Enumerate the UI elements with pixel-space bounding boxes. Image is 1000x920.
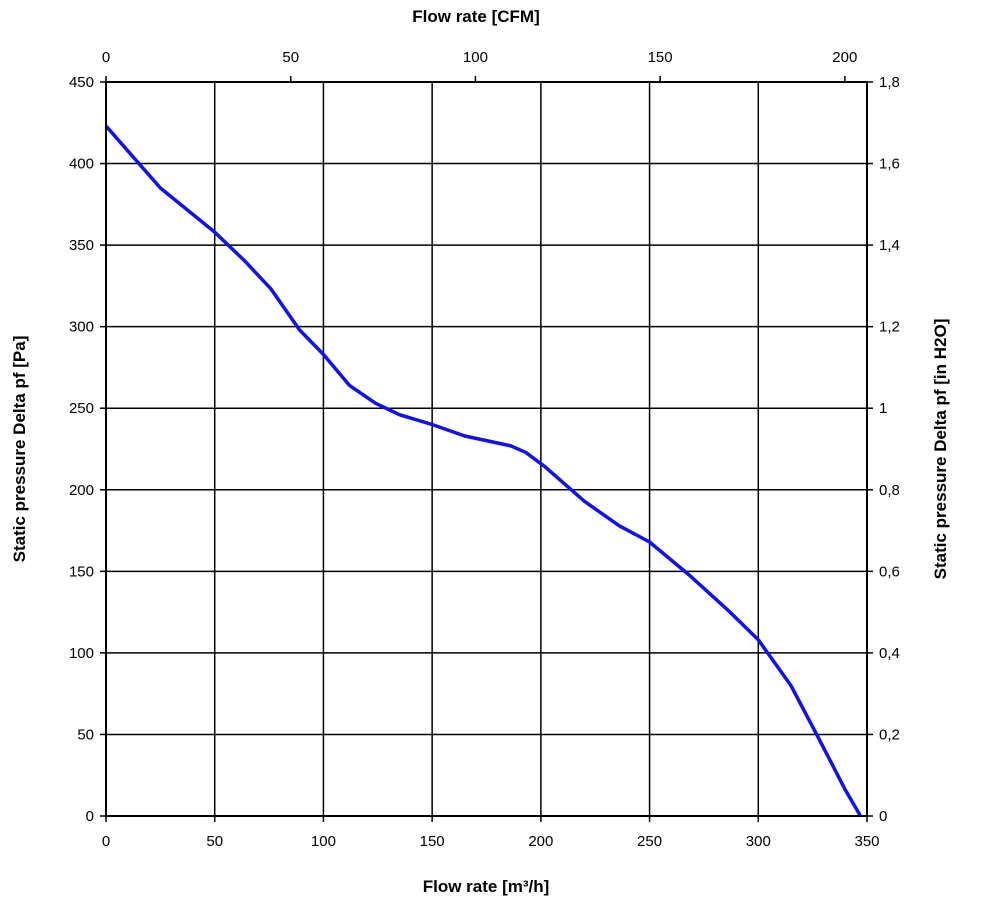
y2-tick-label: 0,6 [879,563,900,580]
y2-tick-label: 1,2 [879,319,900,336]
y-tick-label: 50 [77,726,94,743]
x-tick-label: 350 [854,833,879,850]
y-tick-label: 100 [69,645,94,662]
x-tick-label: 50 [206,833,223,850]
y-tick-label: 200 [69,482,94,499]
x2-tick-label: 200 [832,49,857,66]
y-tick-label: 350 [69,237,94,254]
y-tick-label: 250 [69,400,94,417]
ticks: 0 50 100 150 200 250 300 3500501001502002503003… [69,49,900,850]
x-tick-label: 150 [420,833,445,850]
y-axis-label: Static pressure Delta pf [Pa] [10,336,29,563]
x2-tick-label: 150 [648,49,673,66]
x-tick-label: 100 [311,833,336,850]
plot-frame [105,81,868,817]
y2-tick-label: 1,4 [879,237,900,254]
y-tick-label: 450 [69,74,94,91]
series-line [104,124,863,817]
y-tick-label: 300 [69,319,94,336]
x-tick-label: 0 [102,833,110,850]
y2-tick-label: 1,8 [879,74,900,91]
x-tick-label: 300 [746,833,771,850]
y-tick-label: 400 [69,156,94,173]
x2-tick-label: 50 [282,49,299,66]
y2-tick-label: 0,4 [879,645,900,662]
y2-axis-label: Static pressure Delta pf [in H2O] [931,319,950,580]
x2-axis-label: Flow rate [CFM] [412,7,540,26]
y2-tick-label: 0 [879,808,887,825]
x2-tick-label: 100 [463,49,488,66]
x2-tick-label: 0 [102,49,110,66]
x-tick-label: 200 [528,833,553,850]
x-tick-label: 250 [637,833,662,850]
y2-tick-label: 0,8 [879,482,900,499]
y2-tick-label: 1 [879,400,887,417]
x-axis-label: Flow rate [m³/h] [423,877,550,896]
y-tick-label: 150 [69,563,94,580]
grid [105,81,868,817]
y2-tick-label: 0,2 [879,726,900,743]
y2-tick-label: 1,6 [879,156,900,173]
y-tick-label: 0 [86,808,94,825]
